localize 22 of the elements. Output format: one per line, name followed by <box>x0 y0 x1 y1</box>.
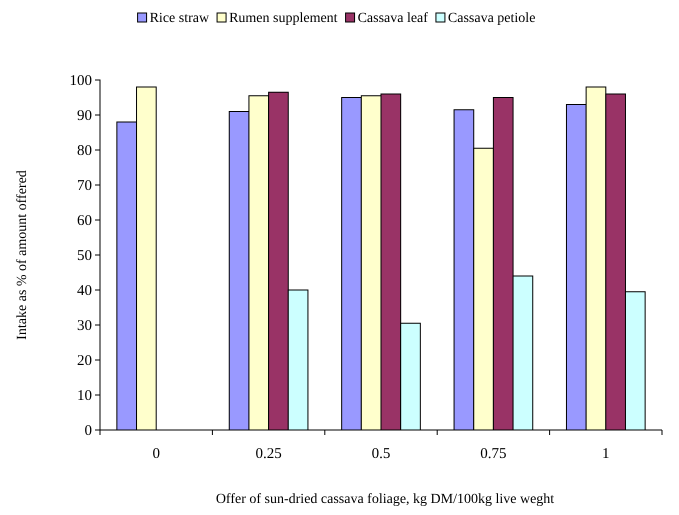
y-tick-label: 20 <box>77 352 92 369</box>
x-tick-label: 0.25 <box>255 446 282 462</box>
x-tick-label: 1 <box>602 446 610 462</box>
legend-label: Cassava leaf <box>358 11 428 26</box>
x-tick-label: 0.5 <box>372 446 390 462</box>
legend-label: Rice straw <box>150 11 210 26</box>
y-axis-title: Intake as % of amount offered <box>15 170 30 340</box>
y-tick-label: 40 <box>77 282 92 299</box>
legend-label: Cassava petiole <box>448 11 536 26</box>
y-tick-label: 0 <box>84 422 92 439</box>
y-tick-label: 80 <box>77 142 92 159</box>
y-tick-label: 70 <box>77 178 92 194</box>
y-tick-label: 60 <box>77 212 92 229</box>
y-tick-label: 30 <box>77 318 92 334</box>
legend-label: Rumen supplement <box>229 11 338 26</box>
y-tick-label: 90 <box>77 108 92 124</box>
y-tick-label: 50 <box>77 248 92 264</box>
x-axis-title: Offer of sun-dried cassava foliage, kg DM/100kg live weght <box>216 492 554 507</box>
y-tick-label: 10 <box>77 388 92 404</box>
x-tick-label: 0 <box>152 446 160 462</box>
x-tick-label: 0.75 <box>480 446 507 462</box>
y-tick-label: 100 <box>70 72 92 89</box>
